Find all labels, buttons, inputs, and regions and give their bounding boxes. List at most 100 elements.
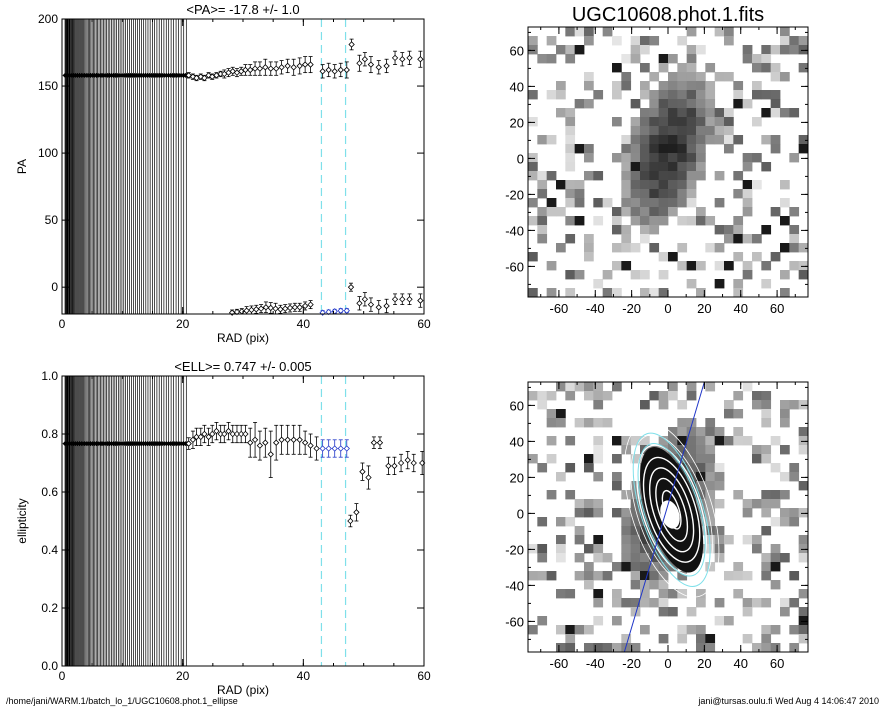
pixel-cell <box>621 81 632 91</box>
pixel-cell <box>686 463 697 473</box>
pixel-cell <box>752 117 762 127</box>
pixel-cell <box>789 45 800 55</box>
pixel-cell <box>714 544 725 554</box>
pixel-cell <box>668 589 678 599</box>
pixel-cell <box>658 54 669 64</box>
pixel-cell <box>677 63 688 73</box>
pixel-cell <box>556 45 566 55</box>
pixel-cell <box>630 117 641 127</box>
pixel-cell <box>630 171 641 181</box>
data-point <box>406 296 413 303</box>
pixel-cell <box>696 207 706 217</box>
data-point <box>290 64 297 71</box>
data-point <box>267 65 274 72</box>
pixel-cell <box>752 535 762 545</box>
pixel-cell <box>798 63 809 73</box>
pixel-cell <box>770 135 781 145</box>
pixel-cell <box>537 216 548 226</box>
pixel-cell <box>621 508 632 518</box>
pixel-cell <box>574 418 585 428</box>
pixel-cell <box>705 427 716 437</box>
y-tick-label: 60 <box>510 43 524 58</box>
pixel-cell <box>584 571 594 581</box>
pixel-cell <box>649 288 660 298</box>
pixel-cell <box>696 171 706 181</box>
pixel-cell <box>770 99 781 109</box>
pixel-cell <box>770 490 781 500</box>
data-point <box>383 62 390 70</box>
pixel-cell <box>696 126 706 136</box>
pixel-cell <box>696 117 706 127</box>
pixel-cell <box>705 126 716 136</box>
pixel-cell <box>612 382 622 392</box>
pixel-cell <box>658 126 669 136</box>
pixel-cell <box>584 81 594 91</box>
data-point <box>391 462 398 470</box>
x-tick-label: 20 <box>697 301 711 316</box>
data-point <box>319 68 326 75</box>
x-tick-label: 60 <box>770 656 784 671</box>
data-point <box>353 509 360 516</box>
pixel-cell <box>649 598 660 608</box>
pixel-cell <box>584 562 594 572</box>
pixel-cell <box>612 81 622 91</box>
pixel-cell <box>724 72 734 82</box>
pixel-cell <box>546 418 557 428</box>
x-tick-label: -40 <box>586 301 605 316</box>
pixel-cell <box>630 643 641 653</box>
pixel-cell <box>770 625 781 635</box>
data-point <box>367 61 375 68</box>
data-point <box>286 304 294 312</box>
y-tick-label: 0 <box>51 280 58 294</box>
pixel-cell <box>780 598 790 608</box>
x-tick-label: -20 <box>622 301 641 316</box>
pixel-cell <box>528 117 538 127</box>
data-point <box>419 459 426 467</box>
pixel-cell <box>705 63 716 73</box>
pixel-cell <box>770 643 781 653</box>
pixel-cell <box>770 517 781 527</box>
pixel-cell <box>565 490 576 500</box>
pixel-cell <box>630 216 641 226</box>
pixel-cell <box>584 463 594 473</box>
pixel-cell <box>565 463 576 473</box>
pixel-cell <box>733 490 744 500</box>
pixel-cell <box>621 517 632 527</box>
pixel-cell <box>677 445 688 455</box>
pixel-cell <box>574 535 585 545</box>
pixel-cell <box>761 135 772 145</box>
pixel-cell <box>546 207 557 217</box>
pixel-cell <box>593 544 604 554</box>
pixel-cell <box>705 216 716 226</box>
pixel-cell <box>640 126 650 136</box>
pixel-cell <box>714 135 725 145</box>
pixel-cell <box>574 99 585 109</box>
pixel-cell <box>565 45 576 55</box>
pixel-cell <box>546 409 557 419</box>
data-point <box>201 430 208 438</box>
pixel-cell <box>686 189 697 199</box>
pixel-cell <box>584 418 594 428</box>
pixel-cell <box>686 72 697 82</box>
data-point <box>399 296 406 303</box>
pixel-cell <box>556 535 566 545</box>
pixel-cell <box>696 454 706 464</box>
data-point <box>185 440 192 447</box>
pixel-cell <box>640 90 650 100</box>
pixel-cell <box>546 135 557 145</box>
pixel-cell <box>677 162 688 172</box>
pixel-cell <box>714 535 725 545</box>
pixel-cell <box>677 427 688 437</box>
pixel-cell <box>705 445 716 455</box>
x-tick-label: 20 <box>176 669 190 683</box>
y-tick-label: 0 <box>517 151 524 166</box>
pixel-cell <box>630 526 641 536</box>
pixel-cell <box>612 643 622 653</box>
pixel-cell <box>640 189 650 199</box>
pixel-cell <box>705 481 716 491</box>
pixel-cell <box>668 391 678 401</box>
pixel-cell <box>761 261 772 271</box>
pixel-cell <box>630 135 641 145</box>
pixel-cell <box>565 189 576 199</box>
data-point <box>347 284 355 291</box>
